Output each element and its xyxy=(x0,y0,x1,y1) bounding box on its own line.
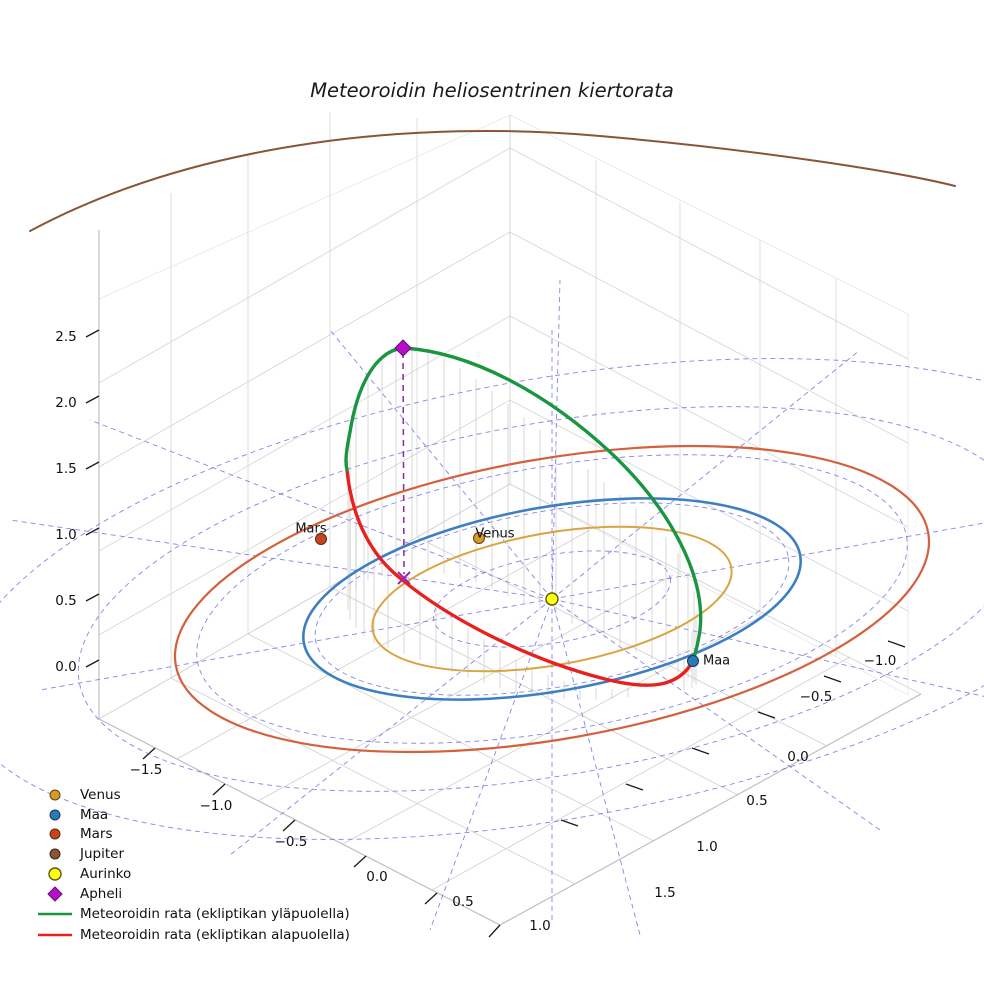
x-tick-label: −1.5 xyxy=(130,762,163,778)
apheli-marker[interactable] xyxy=(394,339,412,357)
legend-marker-maa xyxy=(49,809,61,821)
maa-label: Maa xyxy=(703,654,730,669)
legend-marker-aurinko xyxy=(48,867,62,881)
mars-orbit xyxy=(173,444,931,754)
venus-marker[interactable] xyxy=(473,532,485,544)
legend-marker-venus xyxy=(49,789,61,801)
legend-marker-jupiter xyxy=(49,848,61,860)
legend-label-venus[interactable]: Venus xyxy=(80,787,121,803)
earth-orbit xyxy=(302,497,802,701)
y-tick-label: 0.0 xyxy=(787,749,808,765)
jupiter-orbit xyxy=(29,130,956,232)
polar-grid-dashed xyxy=(0,279,984,936)
venus-label: Venus xyxy=(475,527,514,542)
y-tick-label: −1.0 xyxy=(864,653,897,669)
page-title: Meteoroidin heliosentrinen kiertorata xyxy=(310,79,674,102)
perihelion-projection-marker[interactable] xyxy=(397,571,411,585)
z-tick-label: 1.5 xyxy=(55,461,76,477)
legend-label-jupiter[interactable]: Jupiter xyxy=(79,846,124,862)
y-tick-label: 1.5 xyxy=(654,885,675,901)
point-labels: Mars Venus Maa xyxy=(295,522,730,669)
x-tick-label: −1.0 xyxy=(200,798,233,814)
mars-marker[interactable] xyxy=(315,533,327,545)
mars-label: Mars xyxy=(295,522,327,537)
legend-label-above[interactable]: Meteoroidin rata (ekliptikan yläpuolella… xyxy=(80,906,350,922)
z-tick-label: 1.0 xyxy=(55,527,76,543)
x-axis-tick-labels: −1.5 −1.0 −0.5 0.0 0.5 1.0 xyxy=(130,762,551,934)
y-axis-tick-labels: −1.0 −0.5 0.0 0.5 1.0 1.5 xyxy=(654,653,896,901)
x-tick-label: 0.0 xyxy=(366,869,387,885)
legend-label-aurinko[interactable]: Aurinko xyxy=(80,866,131,882)
legend-label-below[interactable]: Meteoroidin rata (ekliptikan alapuolella… xyxy=(80,927,350,943)
z-axis-tick-labels: 0.0 0.5 1.0 1.5 2.0 2.5 xyxy=(55,329,76,675)
back-wall-grid xyxy=(98,112,909,720)
legend-marker-apheli xyxy=(47,886,63,902)
z-tick-label: 0.5 xyxy=(55,593,76,609)
y-tick-label: −0.5 xyxy=(800,689,833,705)
maa-marker[interactable] xyxy=(687,655,699,667)
y-tick-label: 1.0 xyxy=(696,839,717,855)
y-tick-label: 0.5 xyxy=(746,793,767,809)
meteoroid-orbit-below xyxy=(345,468,695,687)
legend-label-apheli[interactable]: Apheli xyxy=(80,886,122,902)
body-markers[interactable] xyxy=(315,339,699,667)
aurinko-marker[interactable] xyxy=(545,592,559,606)
venus-orbit xyxy=(371,525,733,673)
x-tick-label: −0.5 xyxy=(275,834,308,850)
x-tick-label: 1.0 xyxy=(529,918,550,934)
z-tick-label: 2.5 xyxy=(55,329,76,345)
x-tick-label: 0.5 xyxy=(452,894,473,910)
legend-label-mars[interactable]: Mars xyxy=(80,826,113,842)
legend: Venus Maa Mars Jupiter Aurinko Apheli Me… xyxy=(38,787,350,943)
z-tick-label: 0.0 xyxy=(55,659,76,675)
axis-spines xyxy=(98,230,922,926)
tick-marks xyxy=(85,329,906,938)
apheli-drop-line xyxy=(402,351,405,575)
legend-label-maa[interactable]: Maa xyxy=(80,807,108,823)
legend-marker-mars xyxy=(49,828,61,840)
z-tick-label: 2.0 xyxy=(55,395,76,411)
meteoroid-orbit-above xyxy=(344,346,703,663)
